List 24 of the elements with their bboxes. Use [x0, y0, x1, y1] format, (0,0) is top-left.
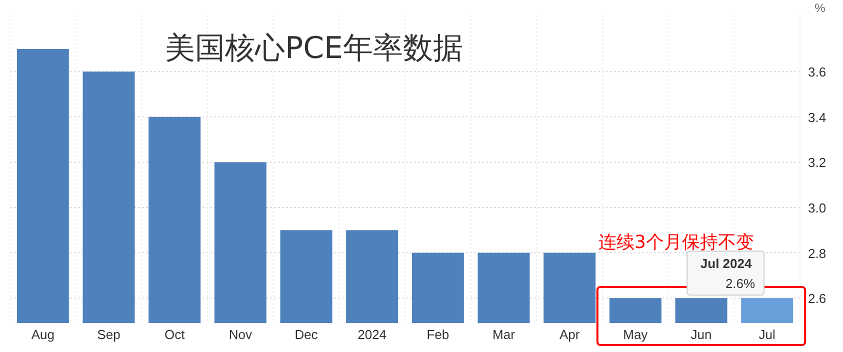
annotation: Jul 2024	[700, 256, 753, 272]
x-tick-label: Mar	[492, 327, 516, 342]
x-tick-label: Jul	[758, 327, 776, 342]
x-tick-label: Apr	[559, 327, 580, 342]
x-tick-label: Jun	[690, 327, 712, 342]
y-tick-label: 3.2	[808, 155, 826, 170]
annotation: 2.6%	[725, 276, 756, 292]
x-tick-label: Oct	[164, 327, 186, 342]
y-tick-label: 3.6	[808, 64, 826, 80]
annotation: 连续3个月保持不变	[598, 232, 754, 253]
text: 美国核心PCE年率数据	[165, 31, 463, 66]
x-tick-label: Aug	[31, 327, 54, 342]
y-tick-label: 2.8	[808, 246, 826, 261]
tooltip: Jul 2024 2.6%	[686, 250, 765, 296]
x-tick-label: Dec	[294, 327, 318, 342]
x-tick-label: Nov	[228, 327, 252, 342]
x-tick-label: Feb	[426, 327, 450, 342]
x-tick-label: Sep	[97, 327, 120, 342]
x-tick-label: 2024	[358, 327, 387, 342]
y-tick-label: 3.0	[808, 200, 826, 216]
x-tick-label: May	[623, 327, 648, 342]
y-tick-label: 3.4	[808, 110, 826, 125]
y-axis-title: %	[814, 1, 826, 15]
y-tick-label: 2.6	[808, 291, 826, 306]
